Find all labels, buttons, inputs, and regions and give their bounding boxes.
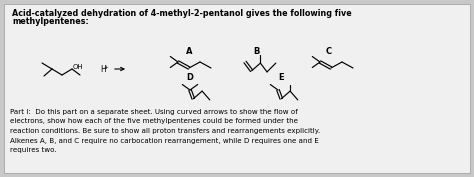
Text: methylpentenes:: methylpentenes: [12,17,89,26]
Text: OH: OH [73,64,83,70]
Text: Alkenes A, B, and C require no carbocation rearrangement, while D requires one a: Alkenes A, B, and C require no carbocati… [10,138,319,144]
Text: C: C [326,47,332,56]
Text: Acid-catalyzed dehydration of 4-methyl-2-pentanol gives the following five: Acid-catalyzed dehydration of 4-methyl-2… [12,9,352,18]
Text: A: A [186,47,192,56]
Text: +: + [103,65,108,70]
Text: E: E [279,73,284,81]
Text: requires two.: requires two. [10,147,56,153]
Text: H: H [100,65,106,75]
Text: reaction conditions. Be sure to show all proton transfers and rearrangements exp: reaction conditions. Be sure to show all… [10,128,320,134]
Text: B: B [253,47,259,56]
Text: D: D [186,73,193,81]
Text: Part I:  Do this part on a separate sheet. Using curved arrows to show the flow : Part I: Do this part on a separate sheet… [10,109,298,115]
Text: electrons, show how each of the five methylpentenes could be formed under the: electrons, show how each of the five met… [10,118,298,124]
